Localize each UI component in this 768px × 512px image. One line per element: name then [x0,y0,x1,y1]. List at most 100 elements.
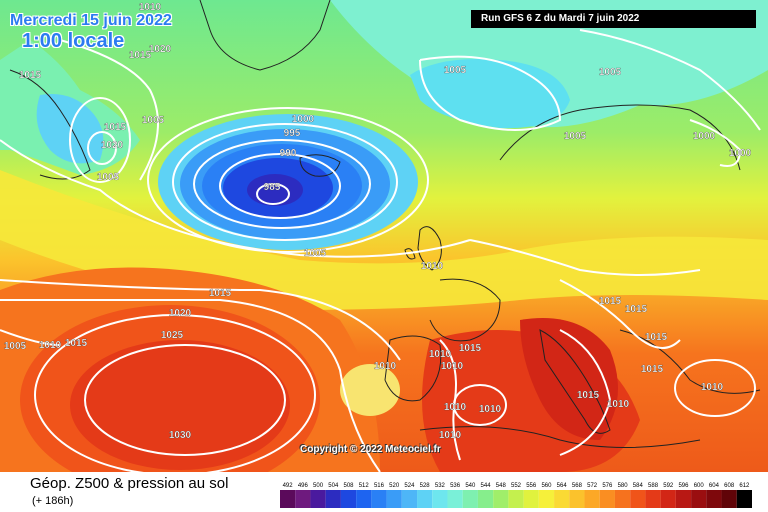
scale-swatch-580 [614,490,631,508]
isobar-label-1010: 1010 [374,361,397,372]
isobar-990-low [219,153,341,219]
isobar-1010-europe [469,239,701,276]
scale-swatch-572 [584,490,600,508]
scale-label-612: 612 [739,483,750,489]
scale-swatch-544 [477,490,494,508]
scale-swatch-608 [721,490,737,508]
scale-label-560: 560 [541,483,552,489]
copyright: Copyright © 2022 Meteociel.fr [300,444,441,455]
scale-swatch-584 [630,490,646,508]
isobar-985-low [256,183,290,205]
scale-swatch-568 [569,490,585,508]
isobar-label-995: 995 [284,128,301,139]
isobar-label-1010: 1010 [701,382,724,393]
z500-zone-deepred-west [70,340,290,470]
isobar-label-1015: 1015 [65,338,88,349]
scale-label-512: 512 [359,483,370,489]
isobar-label-1005: 1005 [444,65,467,76]
isobar-1015-high [0,279,401,361]
isobar-label-1030: 1030 [169,430,192,441]
isobar-label-1010: 1010 [429,349,452,360]
isobar-label-1010: 1010 [39,340,62,351]
scale-swatch-500 [310,490,326,508]
isobar-label-1020: 1020 [101,140,124,151]
z500-zone-deepred-italy [520,318,618,440]
coast-iceland [299,154,341,177]
scale-label-556: 556 [526,483,537,489]
isobar-1020-north [59,39,159,181]
scale-label-592: 592 [663,483,674,489]
scale-label-576: 576 [602,483,613,489]
isobar-label-1015: 1015 [129,50,152,61]
scale-swatch-540 [462,490,478,508]
scale-label-564: 564 [557,483,568,489]
run-label: Run GFS 6 Z du Mardi 7 juin 2022 [471,10,756,28]
scale-label-544: 544 [481,483,492,489]
scale-swatch-600 [691,490,707,508]
isobar-label-1000: 1000 [729,148,752,159]
scale-swatch-596 [675,490,692,508]
scale-label-552: 552 [511,483,522,489]
scale-label-604: 604 [709,483,720,489]
scale-label-588: 588 [648,483,659,489]
scale-swatch-524 [401,490,418,508]
footer-subtitle: (+ 186h) [32,495,74,507]
scale-swatch-560 [538,490,555,508]
scale-label-492: 492 [283,483,294,489]
scale-swatch-552 [508,490,524,508]
isobar-lines [0,29,761,472]
coast-ireland [404,248,416,260]
z500-low-core [247,174,303,206]
z500-zone-greenland-inner [36,94,104,164]
map-svg: 1010102010151015100510151020100510009959… [0,0,768,472]
isobar-label-1010: 1010 [439,430,462,441]
isobar-label-1000: 1000 [292,114,315,125]
scale-swatch-612 [736,490,752,508]
scale-label-548: 548 [496,483,507,489]
isobar-label-1015: 1015 [599,296,622,307]
scale-label-508: 508 [344,483,355,489]
isobar-label-1005: 1005 [304,248,327,259]
isobar-label-1005: 1005 [4,341,27,352]
isobar-label-1010: 1010 [444,402,467,413]
weather-map: 1010 1020 1015 1015 1005 1015 1020 1005 1000 995 9… [0,0,768,472]
isobar-1005-north [0,139,471,258]
scale-swatch-564 [554,490,570,508]
footer-title: Géop. Z500 & pression au sol [30,475,229,492]
isobar-1000-low [172,123,398,241]
isobar-label-1015: 1015 [19,70,42,81]
color-scale: 492 496 500 504 508 512 516 520 524 528 532 536 540 5… [280,483,752,508]
isobar-1010-turkey [674,359,756,417]
isobar-label-1000: 1000 [693,131,716,142]
scale-label-524: 524 [404,483,415,489]
forecast-date: Mercredi 15 juin 2022 [10,12,172,29]
scale-swatch-592 [660,490,676,508]
scale-swatch-604 [706,490,722,508]
isobar-1020-greenland [87,131,117,165]
isobar-label-1010: 1010 [607,399,630,410]
isobar-1010-west [0,329,61,346]
footer: Géop. Z500 & pression au sol (+ 186h) 49… [0,472,768,512]
scale-label-516: 516 [374,483,385,489]
coast-north-africa [419,426,701,448]
isobar-1000-finland [689,119,742,167]
scale-label-572: 572 [587,483,598,489]
coast-iberia [384,335,442,402]
forecast-hour: 1:00 locale [22,30,125,52]
isobar-label-985: 985 [264,182,281,193]
scale-label-504: 504 [328,483,339,489]
scale-label-532: 532 [435,483,446,489]
scale-swatch-528 [417,490,433,508]
isobar-1010-spain [439,339,461,461]
isobar-label-1005: 1005 [599,67,622,78]
scale-swatch-516 [371,490,387,508]
coast-italy [539,329,611,434]
scale-swatch-532 [432,490,448,508]
isobar-label-1010: 1010 [479,404,502,415]
scale-swatch-556 [523,490,539,508]
coast-uk [417,226,442,271]
scale-swatch-520 [386,490,402,508]
scale-swatch-496 [295,490,311,508]
scale-label-568: 568 [572,483,583,489]
scale-label-528: 528 [420,483,431,489]
